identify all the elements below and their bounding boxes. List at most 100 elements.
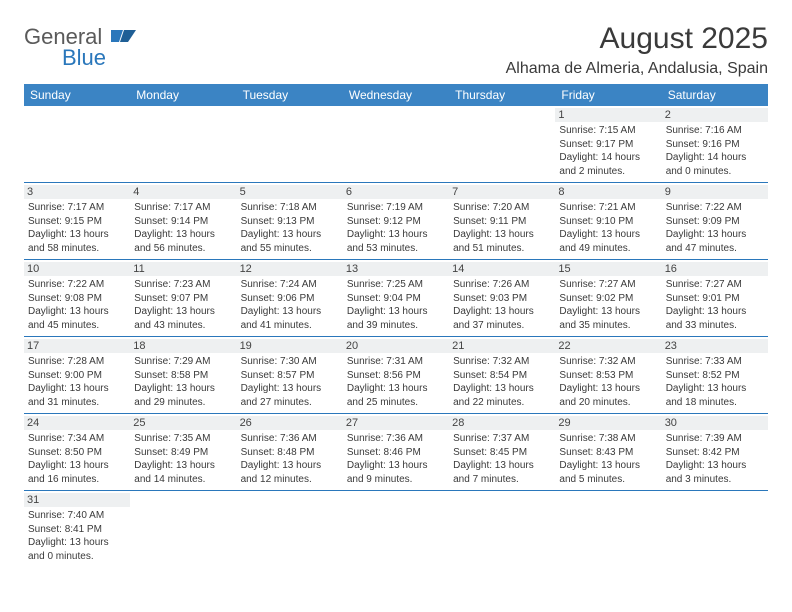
- col-sunday: Sunday: [24, 84, 130, 106]
- daylight-text: Daylight: 13 hours and 0 minutes.: [28, 536, 126, 563]
- day-number: 22: [555, 339, 661, 353]
- calendar-cell: .: [237, 106, 343, 183]
- sunset-text: Sunset: 8:50 PM: [28, 446, 126, 460]
- sunset-text: Sunset: 8:45 PM: [453, 446, 551, 460]
- daylight-text: Daylight: 13 hours and 33 minutes.: [666, 305, 764, 332]
- calendar-cell: 21Sunrise: 7:32 AMSunset: 8:54 PMDayligh…: [449, 337, 555, 414]
- daylight-text: Daylight: 13 hours and 22 minutes.: [453, 382, 551, 409]
- col-saturday: Saturday: [662, 84, 768, 106]
- sunrise-text: Sunrise: 7:27 AM: [559, 278, 657, 292]
- calendar-cell: 15Sunrise: 7:27 AMSunset: 9:02 PMDayligh…: [555, 260, 661, 337]
- day-number: 21: [449, 339, 555, 353]
- sunrise-text: Sunrise: 7:33 AM: [666, 355, 764, 369]
- day-number: 18: [130, 339, 236, 353]
- day-number: 8: [555, 185, 661, 199]
- calendar-cell: 29Sunrise: 7:38 AMSunset: 8:43 PMDayligh…: [555, 414, 661, 491]
- sunrise-text: Sunrise: 7:18 AM: [241, 201, 339, 215]
- daylight-text: Daylight: 13 hours and 39 minutes.: [347, 305, 445, 332]
- sunrise-text: Sunrise: 7:40 AM: [28, 509, 126, 523]
- calendar-cell: 26Sunrise: 7:36 AMSunset: 8:48 PMDayligh…: [237, 414, 343, 491]
- daylight-text: Daylight: 13 hours and 49 minutes.: [559, 228, 657, 255]
- daylight-text: Daylight: 13 hours and 53 minutes.: [347, 228, 445, 255]
- weekday-header-row: Sunday Monday Tuesday Wednesday Thursday…: [24, 84, 768, 106]
- col-thursday: Thursday: [449, 84, 555, 106]
- calendar-cell: 5Sunrise: 7:18 AMSunset: 9:13 PMDaylight…: [237, 183, 343, 260]
- calendar-row: 17Sunrise: 7:28 AMSunset: 9:00 PMDayligh…: [24, 337, 768, 414]
- day-number: 15: [555, 262, 661, 276]
- calendar-table: Sunday Monday Tuesday Wednesday Thursday…: [24, 84, 768, 567]
- calendar-cell: 19Sunrise: 7:30 AMSunset: 8:57 PMDayligh…: [237, 337, 343, 414]
- calendar-cell: 14Sunrise: 7:26 AMSunset: 9:03 PMDayligh…: [449, 260, 555, 337]
- day-number: 13: [343, 262, 449, 276]
- daylight-text: Daylight: 13 hours and 51 minutes.: [453, 228, 551, 255]
- sunset-text: Sunset: 8:49 PM: [134, 446, 232, 460]
- sunrise-text: Sunrise: 7:36 AM: [241, 432, 339, 446]
- calendar-cell: 30Sunrise: 7:39 AMSunset: 8:42 PMDayligh…: [662, 414, 768, 491]
- calendar-cell: 3Sunrise: 7:17 AMSunset: 9:15 PMDaylight…: [24, 183, 130, 260]
- sunset-text: Sunset: 8:42 PM: [666, 446, 764, 460]
- day-number: 29: [555, 416, 661, 430]
- sunrise-text: Sunrise: 7:21 AM: [559, 201, 657, 215]
- calendar-cell: 7Sunrise: 7:20 AMSunset: 9:11 PMDaylight…: [449, 183, 555, 260]
- sunset-text: Sunset: 9:09 PM: [666, 215, 764, 229]
- calendar-cell: 8Sunrise: 7:21 AMSunset: 9:10 PMDaylight…: [555, 183, 661, 260]
- daylight-text: Daylight: 13 hours and 45 minutes.: [28, 305, 126, 332]
- daylight-text: Daylight: 13 hours and 16 minutes.: [28, 459, 126, 486]
- day-number: 27: [343, 416, 449, 430]
- day-number: 23: [662, 339, 768, 353]
- sunset-text: Sunset: 9:01 PM: [666, 292, 764, 306]
- sunrise-text: Sunrise: 7:25 AM: [347, 278, 445, 292]
- calendar-row: .....1Sunrise: 7:15 AMSunset: 9:17 PMDay…: [24, 106, 768, 183]
- calendar-cell: .: [343, 106, 449, 183]
- sunrise-text: Sunrise: 7:34 AM: [28, 432, 126, 446]
- day-number: 6: [343, 185, 449, 199]
- sunset-text: Sunset: 9:02 PM: [559, 292, 657, 306]
- calendar-cell: 20Sunrise: 7:31 AMSunset: 8:56 PMDayligh…: [343, 337, 449, 414]
- calendar-cell: 17Sunrise: 7:28 AMSunset: 9:00 PMDayligh…: [24, 337, 130, 414]
- location-text: Alhama de Almeria, Andalusia, Spain: [506, 60, 768, 78]
- calendar-cell: .: [662, 491, 768, 568]
- calendar-cell: 10Sunrise: 7:22 AMSunset: 9:08 PMDayligh…: [24, 260, 130, 337]
- day-number: 2: [662, 108, 768, 122]
- sunset-text: Sunset: 9:03 PM: [453, 292, 551, 306]
- calendar-row: 24 Sunrise: 7:34 AMSunset: 8:50 PMDayligh…: [24, 414, 768, 491]
- page-title: August 2025: [506, 22, 768, 56]
- sunset-text: Sunset: 9:14 PM: [134, 215, 232, 229]
- calendar-cell: .: [555, 491, 661, 568]
- day-number: 24: [24, 416, 130, 430]
- sunrise-text: Sunrise: 7:29 AM: [134, 355, 232, 369]
- sunrise-text: Sunrise: 7:28 AM: [28, 355, 126, 369]
- sunset-text: Sunset: 8:52 PM: [666, 369, 764, 383]
- daylight-text: Daylight: 13 hours and 47 minutes.: [666, 228, 764, 255]
- calendar-cell: 16Sunrise: 7:27 AMSunset: 9:01 PMDayligh…: [662, 260, 768, 337]
- sunset-text: Sunset: 8:41 PM: [28, 523, 126, 537]
- day-number: 17: [24, 339, 130, 353]
- calendar-cell: .: [24, 106, 130, 183]
- calendar-cell: 22Sunrise: 7:32 AMSunset: 8:53 PMDayligh…: [555, 337, 661, 414]
- calendar-cell: 25Sunrise: 7:35 AMSunset: 8:49 PMDayligh…: [130, 414, 236, 491]
- day-number: 19: [237, 339, 343, 353]
- daylight-text: Daylight: 13 hours and 43 minutes.: [134, 305, 232, 332]
- daylight-text: Daylight: 13 hours and 31 minutes.: [28, 382, 126, 409]
- day-number: 14: [449, 262, 555, 276]
- sunrise-text: Sunrise: 7:36 AM: [347, 432, 445, 446]
- day-number: 16: [662, 262, 768, 276]
- day-number: 7: [449, 185, 555, 199]
- sunrise-text: Sunrise: 7:32 AM: [559, 355, 657, 369]
- sunrise-text: Sunrise: 7:26 AM: [453, 278, 551, 292]
- sunrise-text: Sunrise: 7:32 AM: [453, 355, 551, 369]
- calendar-cell: 24 Sunrise: 7:34 AMSunset: 8:50 PMDayligh…: [24, 414, 130, 491]
- day-number: 31: [24, 493, 130, 507]
- daylight-text: Daylight: 13 hours and 18 minutes.: [666, 382, 764, 409]
- daylight-text: Daylight: 13 hours and 55 minutes.: [241, 228, 339, 255]
- daylight-text: Daylight: 13 hours and 25 minutes.: [347, 382, 445, 409]
- day-number: 20: [343, 339, 449, 353]
- day-number: 11: [130, 262, 236, 276]
- calendar-cell: .: [343, 491, 449, 568]
- calendar-row: 10Sunrise: 7:22 AMSunset: 9:08 PMDayligh…: [24, 260, 768, 337]
- day-number: 4: [130, 185, 236, 199]
- calendar-cell: 27Sunrise: 7:36 AMSunset: 8:46 PMDayligh…: [343, 414, 449, 491]
- sunset-text: Sunset: 9:07 PM: [134, 292, 232, 306]
- sunrise-text: Sunrise: 7:22 AM: [666, 201, 764, 215]
- daylight-text: Daylight: 13 hours and 56 minutes.: [134, 228, 232, 255]
